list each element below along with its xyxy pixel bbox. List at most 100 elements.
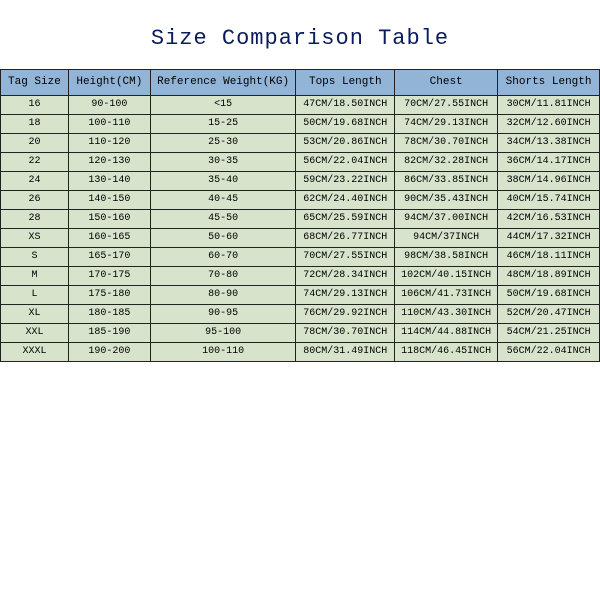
table-cell: 45-50 — [150, 210, 296, 229]
table-header-row: Tag Size Height(CM) Reference Weight(KG)… — [1, 70, 600, 96]
table-cell: 90CM/35.43INCH — [395, 191, 498, 210]
table-cell: 106CM/41.73INCH — [395, 286, 498, 305]
table-cell: 65CM/25.59INCH — [296, 210, 395, 229]
table-cell: 170-175 — [68, 267, 150, 286]
table-cell: 114CM/44.88INCH — [395, 324, 498, 343]
table-cell: 70-80 — [150, 267, 296, 286]
table-cell: 26 — [1, 191, 69, 210]
col-header-tag-size: Tag Size — [1, 70, 69, 96]
table-row: L175-18080-9074CM/29.13INCH106CM/41.73IN… — [1, 286, 600, 305]
table-cell: 52CM/20.47INCH — [498, 305, 600, 324]
table-row: XL180-18590-9576CM/29.92INCH110CM/43.30I… — [1, 305, 600, 324]
table-row: 18100-11015-2550CM/19.68INCH74CM/29.13IN… — [1, 115, 600, 134]
table-cell: 40CM/15.74INCH — [498, 191, 600, 210]
table-cell: 24 — [1, 172, 69, 191]
table-cell: 76CM/29.92INCH — [296, 305, 395, 324]
table-cell: 120-130 — [68, 153, 150, 172]
col-header-shorts-length: Shorts Length — [498, 70, 600, 96]
table-cell: 16 — [1, 96, 69, 115]
table-cell: 78CM/30.70INCH — [395, 134, 498, 153]
col-header-tops-length: Tops Length — [296, 70, 395, 96]
table-body: 1690-100<1547CM/18.50INCH70CM/27.55INCH3… — [1, 96, 600, 362]
table-row: S165-17060-7070CM/27.55INCH98CM/38.58INC… — [1, 248, 600, 267]
page-title: Size Comparison Table — [0, 26, 600, 51]
table-cell: 78CM/30.70INCH — [296, 324, 395, 343]
table-row: 24130-14035-4059CM/23.22INCH86CM/33.85IN… — [1, 172, 600, 191]
table-cell: 30-35 — [150, 153, 296, 172]
table-cell: 102CM/40.15INCH — [395, 267, 498, 286]
table-cell: 47CM/18.50INCH — [296, 96, 395, 115]
table-cell: 35-40 — [150, 172, 296, 191]
table-row: M170-17570-8072CM/28.34INCH102CM/40.15IN… — [1, 267, 600, 286]
table-cell: 70CM/27.55INCH — [296, 248, 395, 267]
table-cell: 140-150 — [68, 191, 150, 210]
table-cell: 44CM/17.32INCH — [498, 229, 600, 248]
table-cell: 56CM/22.04INCH — [498, 343, 600, 362]
col-header-chest: Chest — [395, 70, 498, 96]
table-cell: 62CM/24.40INCH — [296, 191, 395, 210]
table-row: XXL185-19095-10078CM/30.70INCH114CM/44.8… — [1, 324, 600, 343]
table-row: XXXL190-200100-11080CM/31.49INCH118CM/46… — [1, 343, 600, 362]
table-cell: L — [1, 286, 69, 305]
table-cell: 130-140 — [68, 172, 150, 191]
table-cell: 28 — [1, 210, 69, 229]
table-cell: 53CM/20.86INCH — [296, 134, 395, 153]
table-cell: XXXL — [1, 343, 69, 362]
table-cell: 190-200 — [68, 343, 150, 362]
table-cell: 118CM/46.45INCH — [395, 343, 498, 362]
table-cell: 80-90 — [150, 286, 296, 305]
table-cell: 30CM/11.81INCH — [498, 96, 600, 115]
table-cell: 56CM/22.04INCH — [296, 153, 395, 172]
table-cell: 82CM/32.28INCH — [395, 153, 498, 172]
table-cell: S — [1, 248, 69, 267]
table-cell: 68CM/26.77INCH — [296, 229, 395, 248]
table-cell: 180-185 — [68, 305, 150, 324]
table-cell: 15-25 — [150, 115, 296, 134]
table-cell: 70CM/27.55INCH — [395, 96, 498, 115]
table-cell: M — [1, 267, 69, 286]
table-cell: 74CM/29.13INCH — [395, 115, 498, 134]
table-cell: 86CM/33.85INCH — [395, 172, 498, 191]
table-row: 28150-16045-5065CM/25.59INCH94CM/37.00IN… — [1, 210, 600, 229]
table-cell: 94CM/37.00INCH — [395, 210, 498, 229]
table-cell: 80CM/31.49INCH — [296, 343, 395, 362]
table-cell: 72CM/28.34INCH — [296, 267, 395, 286]
col-header-height: Height(CM) — [68, 70, 150, 96]
table-cell: 38CM/14.96INCH — [498, 172, 600, 191]
page: Size Comparison Table Tag Size Height(CM… — [0, 0, 600, 600]
table-cell: <15 — [150, 96, 296, 115]
table-cell: 160-165 — [68, 229, 150, 248]
table-cell: 54CM/21.25INCH — [498, 324, 600, 343]
table-cell: 18 — [1, 115, 69, 134]
table-cell: 32CM/12.60INCH — [498, 115, 600, 134]
table-cell: 50CM/19.68INCH — [498, 286, 600, 305]
table-row: 1690-100<1547CM/18.50INCH70CM/27.55INCH3… — [1, 96, 600, 115]
table-cell: 25-30 — [150, 134, 296, 153]
table-cell: 95-100 — [150, 324, 296, 343]
table-cell: 48CM/18.89INCH — [498, 267, 600, 286]
table-cell: 185-190 — [68, 324, 150, 343]
table-row: 26140-15040-4562CM/24.40INCH90CM/35.43IN… — [1, 191, 600, 210]
table-row: XS160-16550-6068CM/26.77INCH94CM/37INCH4… — [1, 229, 600, 248]
table-cell: 100-110 — [68, 115, 150, 134]
table-cell: 50CM/19.68INCH — [296, 115, 395, 134]
table-cell: 42CM/16.53INCH — [498, 210, 600, 229]
table-cell: 90-100 — [68, 96, 150, 115]
table-cell: 74CM/29.13INCH — [296, 286, 395, 305]
table-cell: 20 — [1, 134, 69, 153]
table-cell: 94CM/37INCH — [395, 229, 498, 248]
table-cell: 110CM/43.30INCH — [395, 305, 498, 324]
table-cell: 110-120 — [68, 134, 150, 153]
table-cell: 40-45 — [150, 191, 296, 210]
table-cell: 98CM/38.58INCH — [395, 248, 498, 267]
table-row: 20110-12025-3053CM/20.86INCH78CM/30.70IN… — [1, 134, 600, 153]
size-table: Tag Size Height(CM) Reference Weight(KG)… — [0, 69, 600, 362]
table-cell: 50-60 — [150, 229, 296, 248]
table-cell: 165-170 — [68, 248, 150, 267]
table-cell: 36CM/14.17INCH — [498, 153, 600, 172]
table-head: Tag Size Height(CM) Reference Weight(KG)… — [1, 70, 600, 96]
table-cell: XXL — [1, 324, 69, 343]
table-cell: 59CM/23.22INCH — [296, 172, 395, 191]
table-cell: XL — [1, 305, 69, 324]
table-cell: 100-110 — [150, 343, 296, 362]
